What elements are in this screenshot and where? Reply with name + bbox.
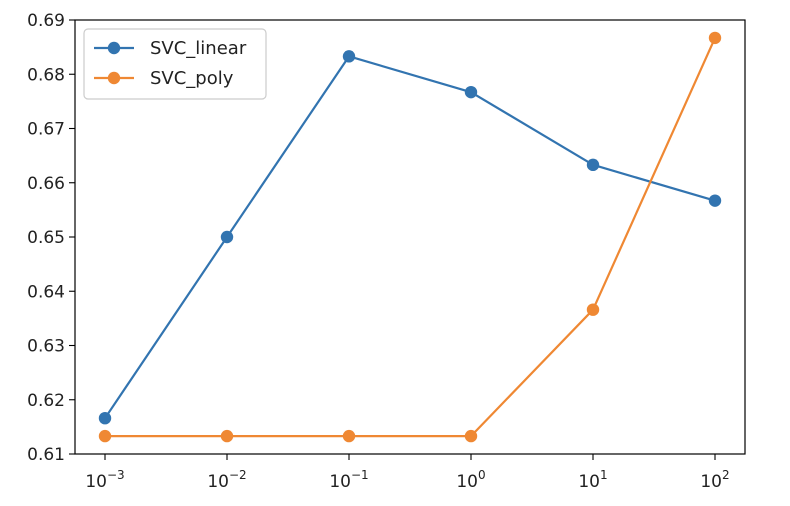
x-tick-base: 10 [329, 472, 351, 492]
series-SVC_linear [98, 50, 722, 425]
x-tick-label: 10−2 [207, 468, 246, 492]
data-point [220, 429, 234, 443]
y-tick-label: 0.62 [27, 391, 65, 411]
series-line [104, 55, 716, 419]
y-tick-label: 0.69 [27, 11, 65, 31]
legend-box [83, 28, 267, 100]
data-point [98, 411, 112, 425]
legend-item: SVC_poly [94, 68, 234, 89]
data-point [342, 50, 356, 63]
x-tick-exponent: 2 [722, 468, 730, 482]
legend-label: SVC_poly [150, 68, 234, 89]
x-tick-base: 10 [700, 472, 722, 492]
series-line [105, 37, 717, 438]
y-tick-label: 0.65 [27, 228, 65, 248]
y-tick-label: 0.68 [27, 65, 65, 85]
x-tick-exponent: −3 [107, 468, 125, 482]
legend-marker [107, 71, 121, 85]
y-tick-label: 0.64 [27, 282, 65, 302]
x-tick-base: 10 [456, 472, 478, 492]
y-axis: 0.61 0.62 0.63 0.64 0.65 0.66 0.67 0.68 0.69 [27, 11, 75, 465]
data-point [464, 85, 478, 99]
data-point [464, 429, 478, 443]
x-tick-base: 10 [578, 472, 600, 492]
legend-marker [107, 41, 121, 55]
x-tick-exponent: 1 [600, 468, 608, 482]
x-tick-label: 102 [700, 468, 729, 492]
data-point [586, 158, 600, 172]
y-tick-label: 0.66 [27, 174, 65, 194]
x-tick-exponent: 0 [478, 468, 486, 482]
data-point [342, 429, 356, 443]
plot-frame [74, 19, 746, 455]
legend: SVC_linear SVC_poly [83, 28, 267, 100]
data-point [708, 31, 722, 45]
x-tick-base: 10 [207, 472, 229, 492]
y-tick-label: 0.67 [27, 120, 65, 140]
series-SVC_poly [98, 31, 722, 443]
x-tick-label: 100 [456, 468, 485, 492]
data-point [708, 194, 722, 207]
x-tick-label: 10−3 [85, 468, 124, 492]
legend-item: SVC_linear [94, 38, 247, 59]
legend-label: SVC_linear [150, 38, 247, 59]
x-tick-exponent: −2 [229, 468, 247, 482]
x-tick-label: 101 [578, 468, 607, 492]
series-layer [98, 31, 722, 443]
y-tick-label: 0.61 [27, 445, 65, 465]
x-tick-base: 10 [85, 472, 107, 492]
x-axis: 10−3 10−2 10−1 100 101 102 [85, 454, 730, 492]
y-tick-label: 0.63 [27, 337, 65, 357]
x-tick-label: 10−1 [329, 468, 368, 492]
data-point [98, 429, 112, 443]
data-point [586, 303, 600, 316]
x-tick-exponent: −1 [351, 468, 369, 482]
data-point [220, 230, 234, 244]
